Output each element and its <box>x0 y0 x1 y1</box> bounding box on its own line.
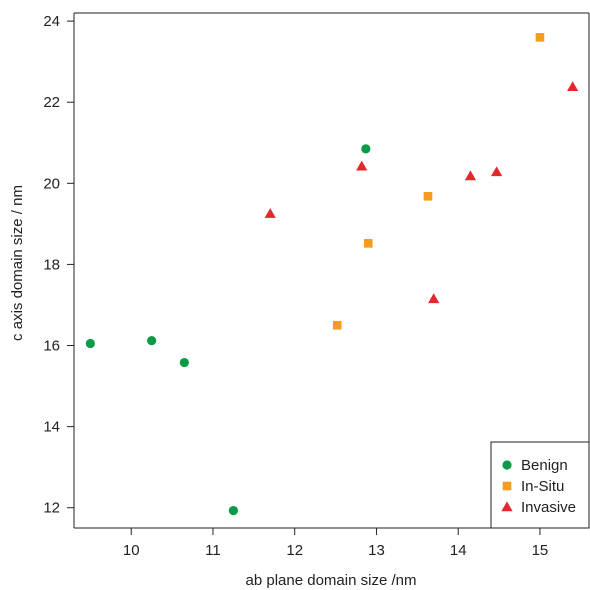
x-tick-label: 13 <box>368 542 385 559</box>
x-tick-label: 11 <box>205 542 221 559</box>
point-in-situ <box>535 33 545 42</box>
y-tick-label: 24 <box>43 13 60 30</box>
point-invasive <box>567 81 579 92</box>
x-tick-label: 10 <box>123 542 140 559</box>
y-tick-label: 22 <box>43 94 60 111</box>
point-benign <box>85 338 95 349</box>
x-axis: 10 11 12 13 14 15 <box>123 528 548 559</box>
point-benign <box>147 336 157 346</box>
point-benign <box>361 144 371 154</box>
data-points <box>85 33 579 516</box>
point-in-situ <box>423 191 433 201</box>
y-tick-label: 18 <box>43 256 60 273</box>
legend-label-invasive: Invasive <box>521 499 576 516</box>
x-axis-title: ab plane domain size /nm <box>246 572 417 589</box>
x-tick-label: 12 <box>286 542 303 559</box>
legend-marker-in-situ <box>502 481 512 491</box>
point-invasive <box>428 293 440 304</box>
legend-marker-benign <box>502 460 512 470</box>
y-tick-label: 12 <box>43 500 60 517</box>
legend-label-in-situ: In-Situ <box>521 478 564 495</box>
y-axis: 12 14 16 18 20 22 24 <box>43 13 74 517</box>
y-tick-label: 16 <box>43 338 60 355</box>
point-in-situ <box>332 320 342 330</box>
x-tick-label: 14 <box>450 542 467 559</box>
y-tick-label: 20 <box>43 175 60 192</box>
point-benign <box>179 357 189 368</box>
legend: Benign In-Situ Invasive <box>490 441 590 529</box>
x-tick-label: 15 <box>532 542 549 559</box>
y-tick-label: 14 <box>43 419 60 436</box>
point-benign <box>228 505 239 516</box>
legend-marker-invasive <box>501 501 513 512</box>
point-invasive <box>491 166 503 177</box>
point-invasive <box>356 160 368 171</box>
legend-label-benign: Benign <box>521 457 568 474</box>
point-invasive <box>464 170 477 181</box>
point-in-situ <box>363 239 373 248</box>
y-axis-title: c axis domain size / nm <box>9 185 26 341</box>
point-invasive <box>264 208 276 218</box>
